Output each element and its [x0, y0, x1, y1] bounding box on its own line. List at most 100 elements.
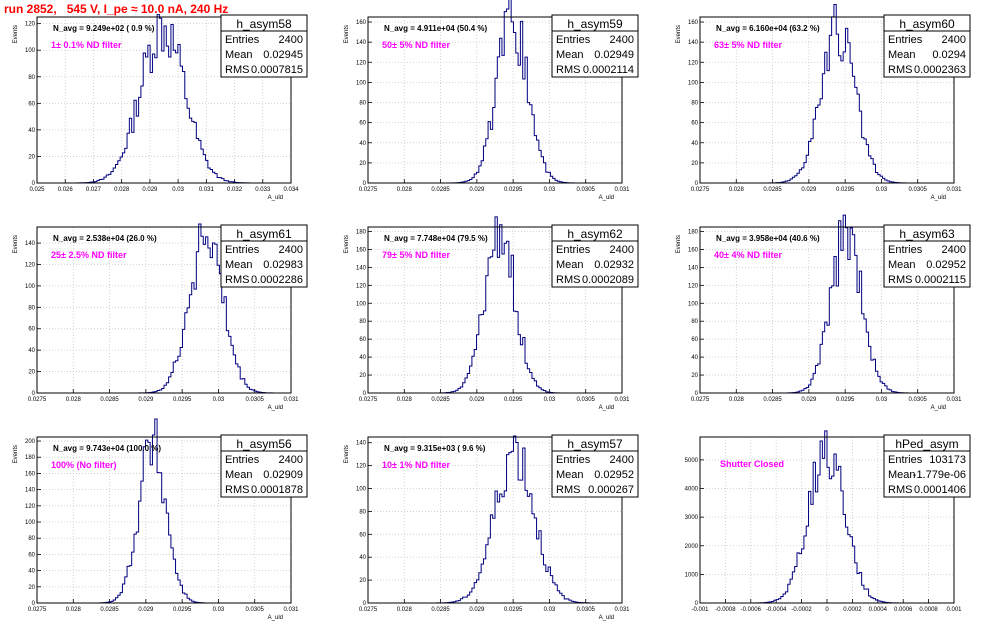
x-tick-label: 0.028: [729, 397, 745, 403]
entries-value: 2400: [610, 454, 634, 466]
y-tick-label: 160: [356, 20, 367, 26]
x-tick-label: 0.031: [614, 607, 630, 613]
stats-body: [220, 30, 308, 78]
x-tick-label: 0.0305: [246, 397, 265, 403]
x-tick-label: 0.03: [213, 397, 225, 403]
x-tick-label: 0.0295: [504, 607, 523, 613]
y-tick-label: 140: [25, 241, 36, 247]
y-tick-label: 0: [363, 181, 367, 187]
y-tick-label: 3000: [685, 515, 699, 521]
x-tick-label: 0.029: [138, 397, 154, 403]
histogram-h_asym63: 0.0275 0.028 0.0285 0.029 0.0295 0.03 0.0305 0.…: [676, 214, 971, 411]
stats-body: [883, 450, 971, 498]
x-tick-label: 0.0004: [869, 607, 888, 613]
stats-box: h_asym61 Entries 2400 Mean 0.02983 RMS 0.00022…: [220, 224, 308, 288]
x-tick-label: 0.029: [142, 187, 158, 193]
filter-label: 50± 5% ND filter: [382, 40, 450, 50]
mean-value: 0.02983: [263, 259, 303, 271]
y-tick-label: 0: [32, 391, 36, 397]
stats-body: [551, 450, 639, 498]
x-tick-label: 0.032: [227, 187, 243, 193]
x-tick-label: 0.0295: [504, 397, 523, 403]
y-tick-label: 20: [359, 578, 366, 584]
y-tick-label: 100: [25, 48, 36, 54]
y-tick-label: 140: [356, 441, 367, 447]
y-tick-label: 100: [356, 301, 367, 307]
filter-label: 79± 5% ND filter: [382, 250, 450, 260]
x-tick-label: 0.03: [544, 607, 556, 613]
x-tick-label: 0.001: [946, 607, 962, 613]
x-tick-label: 0.0305: [577, 187, 596, 193]
x-tick-label: 0.0285: [431, 607, 450, 613]
histogram-h_asym59: 0.0275 0.028 0.0285 0.029 0.0295 0.03 0.0305 0.…: [344, 0, 639, 201]
x-tick-label: 0.0305: [577, 607, 596, 613]
y-tick-label: 200: [25, 439, 36, 445]
x-axis-label: A_uld: [599, 195, 614, 201]
x-tick-label: 0.025: [29, 187, 45, 193]
x-tick-label: 0.026: [58, 187, 74, 193]
filter-label: 40± 4% ND filter: [714, 250, 782, 260]
x-tick-label: 0.0285: [763, 397, 782, 403]
y-tick-label: 120: [356, 60, 367, 66]
histogram-name: h_asym62: [567, 227, 623, 241]
x-tick-label: 0.0295: [836, 397, 855, 403]
y-tick-label: 140: [688, 40, 699, 46]
x-tick-label: -0.001: [691, 607, 709, 613]
x-axis-label: A_uld: [599, 615, 614, 621]
mean-value: 0.02952: [594, 469, 634, 481]
x-tick-label: 0.03: [172, 187, 184, 193]
entries-value: 2400: [942, 244, 966, 256]
rms-value: 0.0002114: [583, 64, 634, 76]
mean-value: 0.02945: [263, 49, 303, 61]
entries-label: Entries: [888, 34, 923, 46]
filter-label: 1± 0.1% ND filter: [51, 40, 122, 50]
y-axis-label: Events: [344, 235, 350, 253]
x-tick-label: 0.0305: [246, 607, 265, 613]
rms-value: 0.0007815: [251, 64, 303, 76]
plot-frame: [699, 436, 955, 604]
y-tick-label: 80: [691, 101, 698, 107]
y-tick-label: 100: [688, 301, 699, 307]
x-tick-label: 0.0275: [691, 397, 710, 403]
x-tick-label: 0.031: [283, 397, 299, 403]
x-tick-label: 0.029: [469, 607, 485, 613]
x-tick-label: 0.031: [283, 607, 299, 613]
y-tick-label: 80: [359, 319, 366, 325]
histogram-h_asym57: 0.0275 0.028 0.0285 0.029 0.0295 0.03 0.0305 0.…: [344, 434, 639, 621]
y-tick-label: 60: [691, 121, 698, 127]
x-tick-label: 0.0285: [431, 187, 450, 193]
y-tick-label: 20: [691, 161, 698, 167]
x-tick-label: 0.03: [213, 607, 225, 613]
histogram-h_asym62: 0.0275 0.028 0.0285 0.029 0.0295 0.03 0.0305 0.…: [344, 216, 639, 411]
y-tick-label: 20: [359, 373, 366, 379]
y-tick-label: 0: [695, 601, 699, 607]
x-tick-label: 0.0305: [909, 187, 928, 193]
mean-value: 0.02909: [263, 469, 303, 481]
histogram-name: h_asym56: [236, 437, 292, 451]
y-tick-label: 20: [28, 370, 35, 376]
entries-label: Entries: [225, 454, 260, 466]
x-tick-label: 0.03: [876, 397, 888, 403]
x-tick-label: 0.0305: [577, 397, 596, 403]
stats-box: h_asym58 Entries 2400 Mean 0.02945 RMS 0.00078…: [220, 14, 308, 78]
y-tick-label: 100: [25, 284, 36, 290]
y-tick-label: 160: [356, 247, 367, 253]
y-tick-label: 4000: [685, 487, 699, 493]
y-tick-label: 40: [359, 141, 366, 147]
x-tick-label: 0.0285: [100, 607, 119, 613]
mean-label: Mean: [888, 259, 916, 271]
y-tick-label: 20: [691, 373, 698, 379]
histogram-name: h_asym60: [899, 17, 955, 31]
y-tick-label: 80: [28, 536, 35, 542]
histogram-h_asym58: 0.025 0.026 0.027 0.028 0.029 0.03 0.031 0.032 0…: [13, 14, 308, 201]
entries-value: 2400: [279, 34, 303, 46]
x-tick-label: 0.033: [255, 187, 271, 193]
x-tick-label: 0.031: [614, 397, 630, 403]
x-tick-label: 0.034: [283, 187, 299, 193]
navg-label: N_avg = 9.249e+02 ( 0.9 %): [53, 24, 155, 33]
y-tick-label: 0: [363, 391, 367, 397]
y-tick-label: 0: [695, 181, 699, 187]
y-tick-label: 5000: [685, 458, 699, 464]
y-tick-label: 1000: [685, 572, 699, 578]
filter-label: Shutter Closed: [720, 459, 784, 469]
